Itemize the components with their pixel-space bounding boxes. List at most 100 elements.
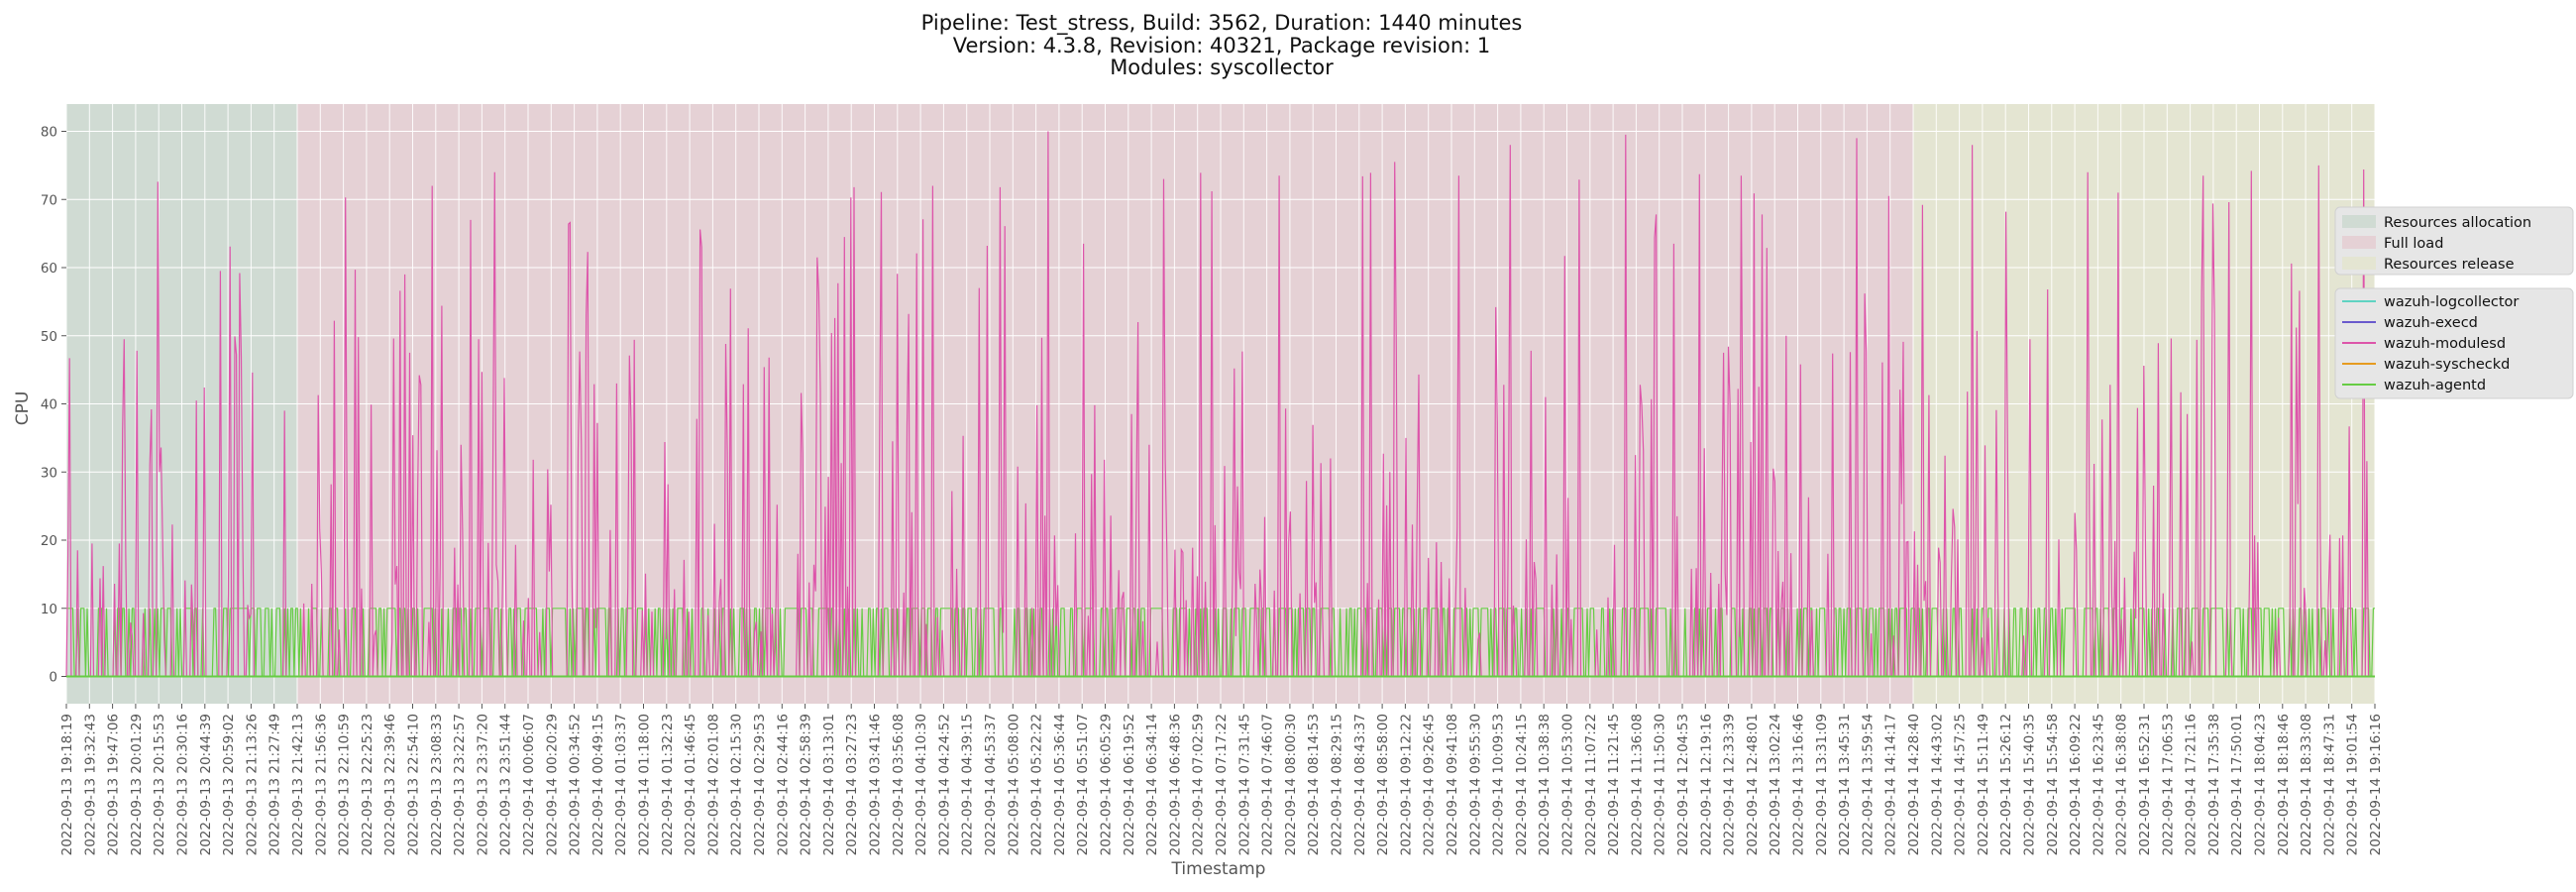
x-tick-label: 2022-09-14 16:23:45 xyxy=(2091,714,2106,855)
x-tick-label: 2022-09-14 13:02:24 xyxy=(1768,714,1783,855)
x-tick-label: 2022-09-14 14:57:25 xyxy=(1953,714,1969,855)
x-tick-label: 2022-09-14 00:49:15 xyxy=(590,714,606,855)
x-tick-label: 2022-09-13 19:32:43 xyxy=(82,714,98,855)
legend-series-label: wazuh-agentd xyxy=(2384,378,2486,393)
x-tick-label: 2022-09-14 17:35:38 xyxy=(2206,714,2222,855)
x-tick-label: 2022-09-14 02:58:39 xyxy=(799,714,814,855)
y-axis-label: CPU xyxy=(13,391,33,426)
x-tick-label: 2022-09-14 11:50:30 xyxy=(1653,714,1668,855)
x-tick-label: 2022-09-14 09:55:30 xyxy=(1467,714,1483,855)
x-tick-label: 2022-09-13 20:15:53 xyxy=(152,714,167,855)
legend-phase-label: Resources allocation xyxy=(2384,215,2531,231)
x-tick-label: 2022-09-14 08:14:53 xyxy=(1306,714,1322,855)
x-tick-label: 2022-09-14 10:24:15 xyxy=(1514,714,1530,855)
x-tick-label: 2022-09-14 14:14:17 xyxy=(1883,714,1899,855)
x-tick-label: 2022-09-14 04:39:15 xyxy=(960,714,976,855)
legend-series-box xyxy=(2334,287,2574,399)
x-tick-label: 2022-09-14 05:08:00 xyxy=(1006,714,1021,855)
x-tick-label: 2022-09-14 10:38:38 xyxy=(1537,714,1553,855)
chart-title-line-1: Pipeline: Test_stress, Build: 3562, Dura… xyxy=(921,11,1523,36)
x-tick-label: 2022-09-14 17:06:53 xyxy=(2160,714,2176,855)
x-tick-label: 2022-09-14 00:34:52 xyxy=(568,714,584,855)
x-tick-label: 2022-09-14 08:00:30 xyxy=(1283,714,1299,855)
x-tick-label: 2022-09-14 18:18:46 xyxy=(2276,714,2292,855)
x-tick-label: 2022-09-14 12:33:39 xyxy=(1722,714,1738,855)
x-tick-label: 2022-09-14 06:34:14 xyxy=(1144,714,1160,855)
legend-phases-box xyxy=(2334,206,2574,276)
x-tick-label: 2022-09-13 22:54:10 xyxy=(406,714,422,855)
x-tick-label: 2022-09-14 14:43:02 xyxy=(1929,714,1945,855)
plot-area xyxy=(65,104,2376,704)
x-tick-label: 2022-09-14 02:44:16 xyxy=(775,714,791,855)
x-tick-label: 2022-09-14 02:29:53 xyxy=(752,714,768,855)
y-axis: 0 10 20 30 40 50 60 70 80 xyxy=(41,125,66,686)
x-tick-label: 2022-09-14 02:01:08 xyxy=(705,714,721,855)
x-tick-label: 2022-09-13 20:30:16 xyxy=(175,714,191,855)
x-axis: 2022-09-13 19:18:19 2022-09-13 19:32:43 20… xyxy=(59,704,2384,855)
y-tick-label: 50 xyxy=(41,329,57,345)
x-tick-label: 2022-09-13 22:39:46 xyxy=(382,714,398,855)
x-tick-label: 2022-09-14 09:41:08 xyxy=(1445,714,1460,855)
x-tick-label: 2022-09-14 11:07:22 xyxy=(1583,714,1599,855)
x-tick-label: 2022-09-14 13:16:46 xyxy=(1791,714,1807,855)
x-tick-label: 2022-09-14 02:15:30 xyxy=(729,714,745,855)
x-tick-label: 2022-09-14 15:11:49 xyxy=(1976,714,1991,855)
x-tick-label: 2022-09-14 00:06:07 xyxy=(521,714,537,855)
x-tick-label: 2022-09-14 16:52:31 xyxy=(2137,714,2153,855)
x-tick-label: 2022-09-14 07:17:22 xyxy=(1214,714,1230,855)
x-tick-label: 2022-09-14 18:04:23 xyxy=(2253,714,2269,855)
y-tick-label: 40 xyxy=(41,397,57,413)
x-tick-label: 2022-09-14 08:58:00 xyxy=(1375,714,1391,855)
x-tick-label: 2022-09-13 22:25:23 xyxy=(360,714,376,855)
legend-series-label: wazuh-modulesd xyxy=(2384,336,2506,352)
x-tick-label: 2022-09-13 23:22:57 xyxy=(452,714,468,855)
legend-series: wazuh-logcollector wazuh-execd wazuh-modul… xyxy=(2334,287,2574,399)
x-tick-label: 2022-09-14 13:59:54 xyxy=(1860,714,1876,855)
x-tick-label: 2022-09-14 07:46:07 xyxy=(1260,714,1276,855)
legend-series-label: wazuh-execd xyxy=(2384,315,2478,331)
x-tick-label: 2022-09-14 10:09:53 xyxy=(1491,714,1507,855)
x-tick-label: 2022-09-14 13:45:31 xyxy=(1837,714,1853,855)
x-tick-label: 2022-09-13 21:42:13 xyxy=(290,714,306,855)
chart-title-line-3: Modules: syscollector xyxy=(1110,56,1334,79)
y-tick-label: 60 xyxy=(41,261,57,277)
legend-phase-label: Full load xyxy=(2384,236,2443,252)
x-tick-label: 2022-09-14 01:32:23 xyxy=(660,714,676,855)
x-tick-label: 2022-09-14 08:43:37 xyxy=(1352,714,1368,855)
x-tick-label: 2022-09-13 20:44:39 xyxy=(198,714,214,855)
x-tick-label: 2022-09-14 07:02:59 xyxy=(1191,714,1207,855)
x-tick-label: 2022-09-14 12:19:16 xyxy=(1698,714,1714,855)
y-tick-label: 80 xyxy=(41,125,57,141)
x-tick-label: 2022-09-14 00:20:29 xyxy=(544,714,560,855)
legend-phase-swatch xyxy=(2342,236,2376,249)
x-tick-label: 2022-09-14 05:22:22 xyxy=(1029,714,1045,855)
x-tick-label: 2022-09-14 03:27:23 xyxy=(844,714,860,855)
x-tick-label: 2022-09-14 09:26:45 xyxy=(1422,714,1438,855)
x-tick-label: 2022-09-14 11:21:45 xyxy=(1606,714,1622,855)
legend-phases: Resources allocation Full load Resources r… xyxy=(2334,206,2574,276)
x-tick-label: 2022-09-14 10:53:00 xyxy=(1560,714,1576,855)
x-tick-label: 2022-09-14 03:13:01 xyxy=(821,714,837,855)
x-tick-label: 2022-09-14 08:29:15 xyxy=(1330,714,1345,855)
x-tick-label: 2022-09-13 19:47:06 xyxy=(106,714,122,855)
x-tick-label: 2022-09-14 07:31:45 xyxy=(1236,714,1252,855)
x-tick-label: 2022-09-13 22:10:59 xyxy=(337,714,353,855)
x-tick-label: 2022-09-13 21:13:26 xyxy=(244,714,260,855)
y-tick-label: 0 xyxy=(49,670,57,686)
gridlines xyxy=(65,104,2376,704)
legend-phase-swatch xyxy=(2342,215,2376,228)
chart-title-line-2: Version: 4.3.8, Revision: 40321, Package… xyxy=(953,34,1491,57)
x-tick-label: 2022-09-14 05:36:44 xyxy=(1052,714,1068,855)
x-tick-label: 2022-09-14 18:33:08 xyxy=(2299,714,2314,855)
x-tick-label: 2022-09-14 06:19:52 xyxy=(1122,714,1137,855)
y-tick-label: 70 xyxy=(41,192,57,208)
y-tick-label: 20 xyxy=(41,533,57,549)
x-tick-label: 2022-09-14 16:09:22 xyxy=(2068,714,2084,855)
x-tick-label: 2022-09-13 21:27:49 xyxy=(268,714,283,855)
x-tick-label: 2022-09-14 14:28:40 xyxy=(1906,714,1922,855)
legend-phase-label: Resources release xyxy=(2384,257,2515,273)
x-tick-label: 2022-09-14 06:05:29 xyxy=(1099,714,1115,855)
x-tick-label: 2022-09-14 05:51:07 xyxy=(1075,714,1091,855)
x-tick-label: 2022-09-13 19:18:19 xyxy=(59,714,75,855)
